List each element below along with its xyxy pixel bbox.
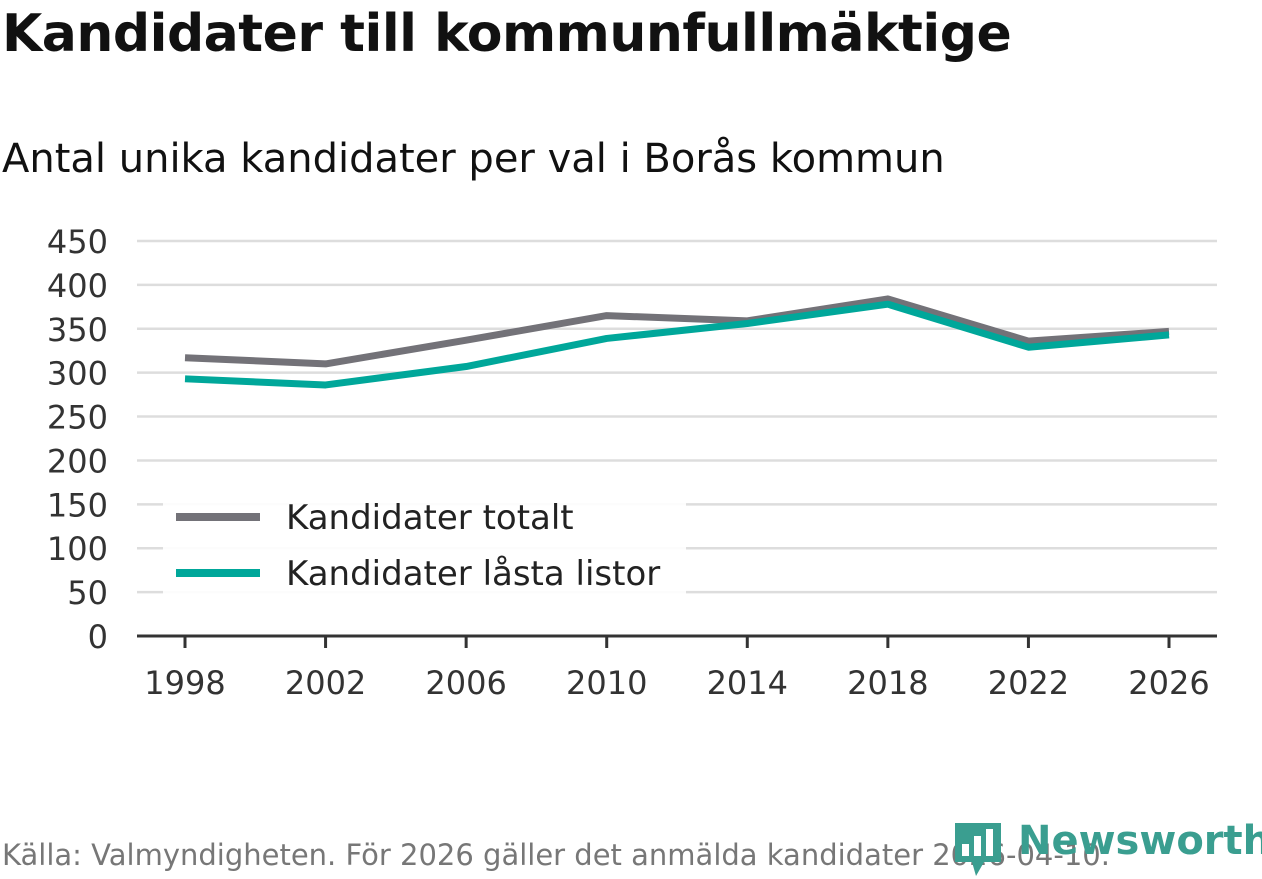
- chart-title: Kandidater till kommunfullmäktige: [2, 4, 1012, 64]
- y-tick-label: 50: [67, 574, 108, 612]
- x-tick-label: 2018: [847, 664, 928, 702]
- series-lines: [184, 295, 1170, 389]
- y-tick-label: 450: [47, 223, 108, 261]
- y-tick-label: 300: [47, 355, 108, 393]
- x-tick-label: 2010: [566, 664, 647, 702]
- legend-label-2: Kandidater låsta listor: [286, 554, 660, 594]
- chart-subtitle: Antal unika kandidater per val i Borås k…: [2, 136, 945, 182]
- y-tick-label: 250: [47, 399, 108, 437]
- brand-name: Newsworthy: [1018, 818, 1262, 864]
- x-axis: 1998 2002 2006 2010 2014 2018 2022 2026: [137, 634, 1217, 702]
- legend-background: [163, 494, 686, 602]
- y-tick-label: 150: [47, 486, 108, 524]
- y-axis: 0 50 100 150 200 250 300 350 400 450: [47, 223, 108, 656]
- series-line-1: [184, 295, 1170, 368]
- y-tick-label: 100: [47, 530, 108, 568]
- newsworthy-logo: Newsworthy: [952, 818, 1262, 878]
- series-line-2: [184, 300, 1170, 389]
- legend-label-1: Kandidater totalt: [286, 498, 574, 538]
- y-tick-label: 0: [88, 618, 108, 656]
- bar-chart-speech-bubble-icon: [955, 823, 1001, 876]
- x-tick-label: 1998: [144, 664, 225, 702]
- source-note: Källa: Valmyndigheten. För 2026 gäller d…: [2, 838, 1110, 872]
- y-tick-label: 350: [47, 311, 108, 349]
- x-tick-label: 2026: [1128, 664, 1209, 702]
- x-tick-label: 2002: [285, 664, 366, 702]
- x-tick-label: 2022: [988, 664, 1069, 702]
- legend: Kandidater totalt Kandidater låsta listor: [163, 494, 686, 602]
- y-tick-label: 400: [47, 267, 108, 305]
- x-tick-label: 2014: [707, 664, 788, 702]
- y-tick-label: 200: [47, 442, 108, 480]
- x-tick-label: 2006: [425, 664, 506, 702]
